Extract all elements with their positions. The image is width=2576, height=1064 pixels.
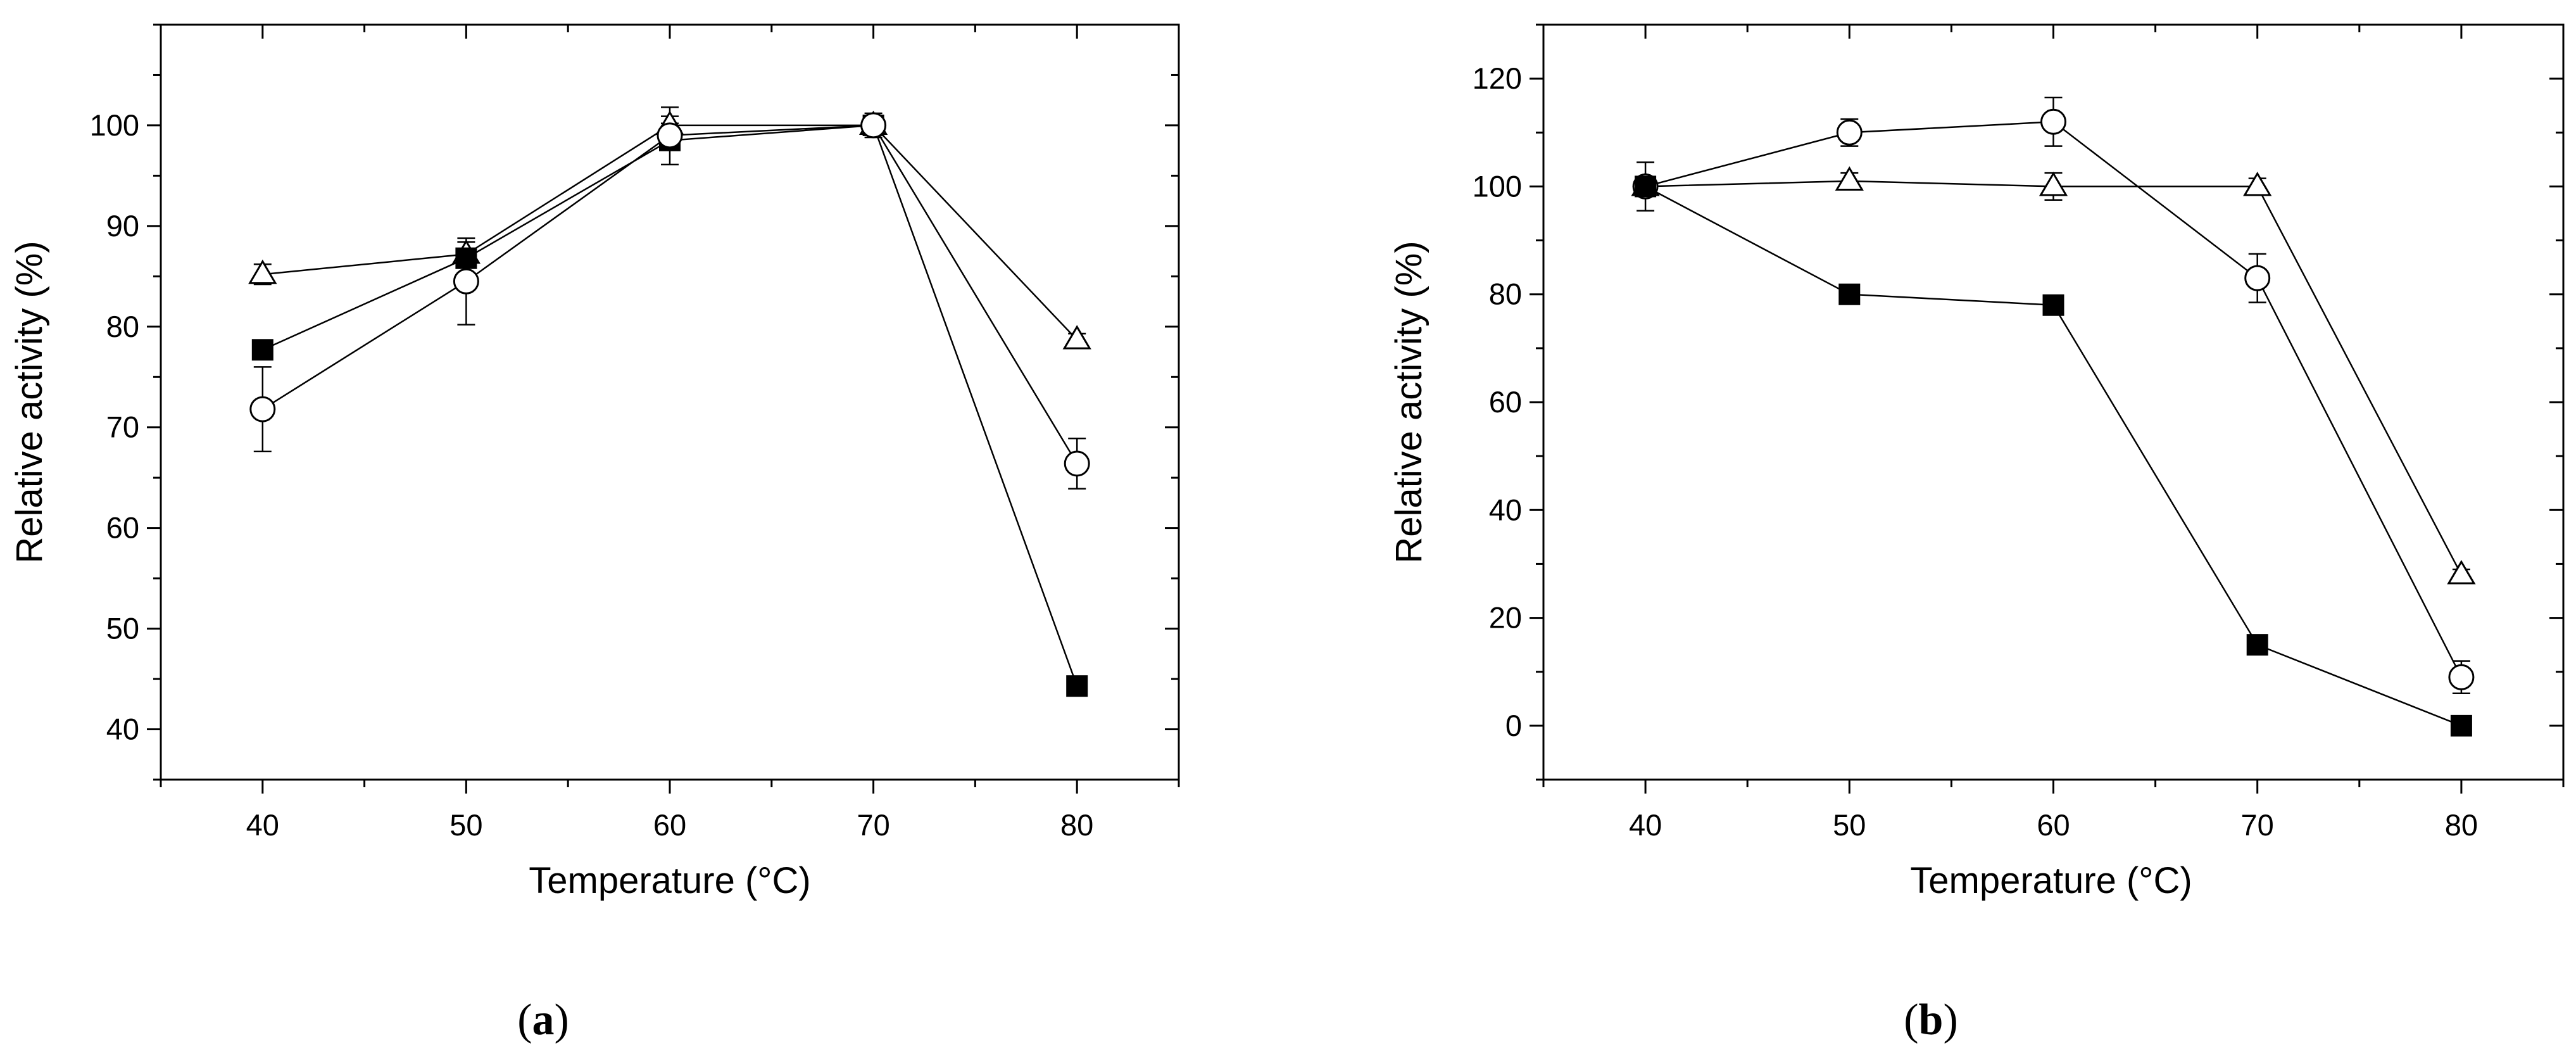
error-bars xyxy=(253,106,1086,692)
y-tick-label: 120 xyxy=(1473,61,1522,95)
x-tick-label: 40 xyxy=(246,808,279,842)
series-line-open-triangle xyxy=(1645,180,2463,576)
data-point-open-circle xyxy=(453,268,479,294)
x-tick-label: 60 xyxy=(2037,808,2070,842)
data-markers xyxy=(248,110,1091,697)
y-tick-label: 50 xyxy=(106,612,139,645)
y-tick-label: 80 xyxy=(1489,277,1522,311)
series-line-filled-square xyxy=(1645,186,2462,727)
y-tick-label: 70 xyxy=(106,410,139,444)
data-point-filled-square xyxy=(1066,675,1088,697)
data-point-open-circle xyxy=(860,112,887,139)
data-point-open-circle xyxy=(657,122,683,149)
data-point-filled-square xyxy=(455,247,477,269)
x-axis-title: Temperature (°C) xyxy=(529,860,810,901)
x-tick-label: 50 xyxy=(449,808,482,842)
x-tick-label: 70 xyxy=(857,808,889,842)
y-tick-label: 100 xyxy=(90,108,139,142)
y-tick-label: 90 xyxy=(106,209,139,243)
y-axis-title: Relative activity (%) xyxy=(1388,241,1429,563)
y-axis-title: Relative activity (%) xyxy=(9,241,50,563)
data-point-filled-square xyxy=(251,339,273,361)
series-line-filled-square xyxy=(262,124,1078,687)
x-axis-title: Temperature (°C) xyxy=(1910,860,2192,901)
x-tick-label: 40 xyxy=(1629,808,1662,842)
data-point-filled-square xyxy=(2042,294,2064,316)
y-tick-label: 20 xyxy=(1489,601,1522,635)
data-point-filled-square xyxy=(2450,714,2472,737)
data-point-open-circle xyxy=(2040,108,2066,135)
y-tick-label: 60 xyxy=(1489,385,1522,419)
data-point-filled-square xyxy=(1635,175,1657,198)
x-tick-label: 50 xyxy=(1833,808,1866,842)
data-point-open-triangle xyxy=(248,259,277,284)
data-point-open-triangle xyxy=(1835,166,1864,191)
y-tick-label: 60 xyxy=(106,511,139,545)
data-point-open-circle xyxy=(2244,265,2271,291)
panel-label-b: (b) xyxy=(1904,996,1958,1044)
chart-panel-b: 40 50 60 70 80 0 20 40 60 80 100 120 Temperature (°… xyxy=(1388,23,2565,1044)
data-point-open-circle xyxy=(249,396,276,422)
panel-letter: a xyxy=(532,996,555,1044)
y-tick-label: 40 xyxy=(1489,493,1522,526)
tick-labels: 40 50 60 70 80 40 50 60 70 80 90 100 xyxy=(90,108,1094,842)
data-point-filled-square xyxy=(1838,283,1861,305)
series-lines xyxy=(1645,121,2463,727)
y-tick-label: 80 xyxy=(106,310,139,343)
panel-label-a: (a) xyxy=(517,996,569,1044)
y-tick-label: 40 xyxy=(106,712,139,746)
y-tick-label: 100 xyxy=(1473,169,1522,203)
data-point-open-triangle xyxy=(1062,325,1091,350)
data-point-open-circle xyxy=(2448,664,2475,690)
x-tick-label: 70 xyxy=(2241,808,2274,842)
x-tick-label: 80 xyxy=(1060,808,1093,842)
panel-letter: b xyxy=(1919,996,1944,1044)
x-tick-label: 80 xyxy=(2445,808,2478,842)
tick-labels: 40 50 60 70 80 0 20 40 60 80 100 120 xyxy=(1473,61,2478,842)
data-markers xyxy=(1631,108,2476,737)
chart-panel-a: 40 50 60 70 80 40 50 60 70 80 90 100 Temperature (°… xyxy=(9,23,1180,1044)
data-point-open-triangle xyxy=(2447,560,2476,585)
axis-ticks xyxy=(147,23,1180,794)
data-point-open-circle xyxy=(1064,450,1090,477)
y-tick-label: 0 xyxy=(1505,709,1522,742)
data-point-open-circle xyxy=(1836,119,1863,146)
series-lines xyxy=(262,124,1078,687)
data-point-open-triangle xyxy=(2039,172,2068,196)
data-point-filled-square xyxy=(2246,634,2268,656)
x-tick-label: 60 xyxy=(653,808,686,842)
axis-ticks xyxy=(1530,23,2565,794)
series-line-open-circle xyxy=(1645,121,2463,678)
data-point-open-triangle xyxy=(2243,172,2272,196)
